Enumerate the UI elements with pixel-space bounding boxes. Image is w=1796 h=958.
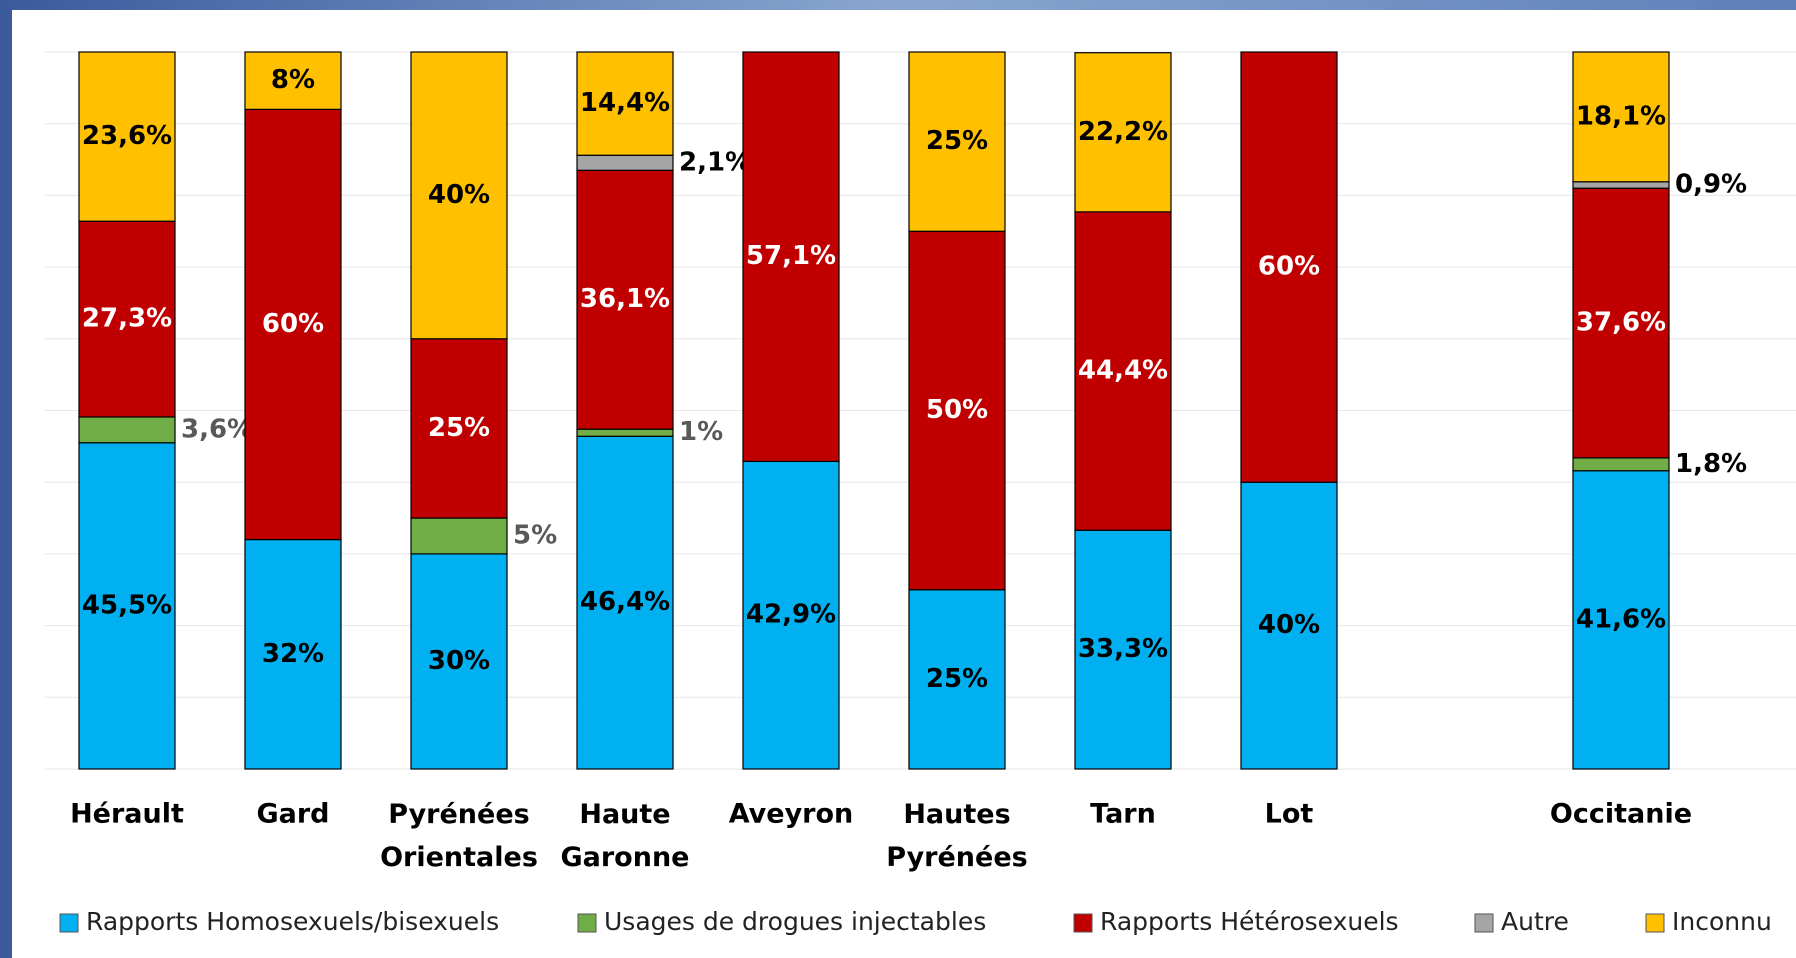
data-label: 27,3% [82,304,172,334]
bar-segment [742,51,840,463]
data-label: 30% [428,646,490,676]
x-tick-label: Occitanie [1550,799,1692,830]
bar-segment [244,108,342,541]
data-label: 2,1% [679,147,751,177]
data-label: 40% [428,180,490,210]
data-label: 5% [513,520,557,550]
bar-segment [576,428,674,437]
legend-swatch [1645,913,1665,933]
data-label: 40% [1258,610,1320,640]
data-label: 44,4% [1078,356,1168,386]
legend-label: Usages de drogues injectables [604,907,986,936]
bar-segment [1240,481,1338,770]
legend-label: Autre [1501,907,1569,936]
legend-label: Rapports Homosexuels/bisexuels [86,907,499,936]
bar-segment [244,538,342,770]
data-label: 0,9% [1675,170,1747,200]
bar-segment [742,460,840,770]
data-label: 37,6% [1576,308,1666,338]
x-tick-label: Haute Garonne [560,799,689,873]
legend-swatch [59,913,79,933]
x-tick-label: Tarn [1090,799,1156,830]
legend-swatch [1474,913,1494,933]
bar-segment [244,51,342,110]
legend-swatch [1073,913,1093,933]
data-label: 3,6% [181,414,253,444]
data-label: 1% [679,417,723,447]
x-tick-label: Hérault [70,799,184,830]
bar-segment [410,338,508,519]
x-tick-label: Pyrénées Orientales [380,799,538,873]
data-label: 25% [926,126,988,156]
bar-segment [908,589,1006,770]
data-label: 60% [1258,252,1320,282]
bar-segment [1572,181,1670,189]
bar-segment [78,51,176,222]
legend-label: Inconnu [1672,907,1772,936]
data-label: 46,4% [580,587,670,617]
bar-segment [908,51,1006,232]
data-label: 50% [926,395,988,425]
x-tick-label-line: Pyrénées [388,799,529,830]
bar-segment [78,442,176,770]
bar-segment [410,517,508,555]
data-label: 33,3% [1078,634,1168,664]
bar-segment [576,51,674,156]
data-label: 18,1% [1576,101,1666,131]
bar-segment [1572,51,1670,183]
x-tick-label-line: Orientales [380,842,538,873]
bar-segment [1572,470,1670,770]
x-tick-label-line: Haute [579,799,670,830]
bar-segment [1074,211,1172,531]
data-label: 14,4% [580,88,670,118]
data-label: 45,5% [82,590,172,620]
bar-segment [1074,529,1172,770]
data-label: 22,2% [1078,117,1168,147]
data-label: 60% [262,309,324,339]
data-label: 25% [428,413,490,443]
bar-segment [1572,457,1670,472]
x-tick-label-line: Hautes [903,799,1010,830]
x-tick-label: Lot [1265,799,1314,830]
data-label: 1,8% [1675,449,1747,479]
bar-segment [576,169,674,430]
data-label: 42,9% [746,600,836,630]
data-label: 41,6% [1576,604,1666,634]
x-tick-label-line: Garonne [560,842,689,873]
bar-segment [1074,52,1172,213]
data-label: 57,1% [746,241,836,271]
data-label: 23,6% [82,121,172,151]
data-label: 32% [262,639,324,669]
x-tick-label: Aveyron [729,799,854,830]
x-tick-label: Hautes Pyrénées [886,799,1027,873]
bar-segment [78,416,176,444]
x-tick-label: Gard [256,799,329,830]
bar-segment [1240,51,1338,483]
data-label: 25% [926,664,988,694]
bar-segment [576,435,674,770]
data-label: 36,1% [580,284,670,314]
legend-label: Rapports Hétérosexuels [1100,907,1399,936]
legend-swatch [577,913,597,933]
data-label: 8% [271,65,315,95]
x-tick-label-line: Pyrénées [886,842,1027,873]
bar-segment [410,553,508,770]
bar-segment [908,230,1006,591]
bar-segment [410,51,508,340]
bar-segment [576,154,674,171]
bar-segment [78,220,176,418]
